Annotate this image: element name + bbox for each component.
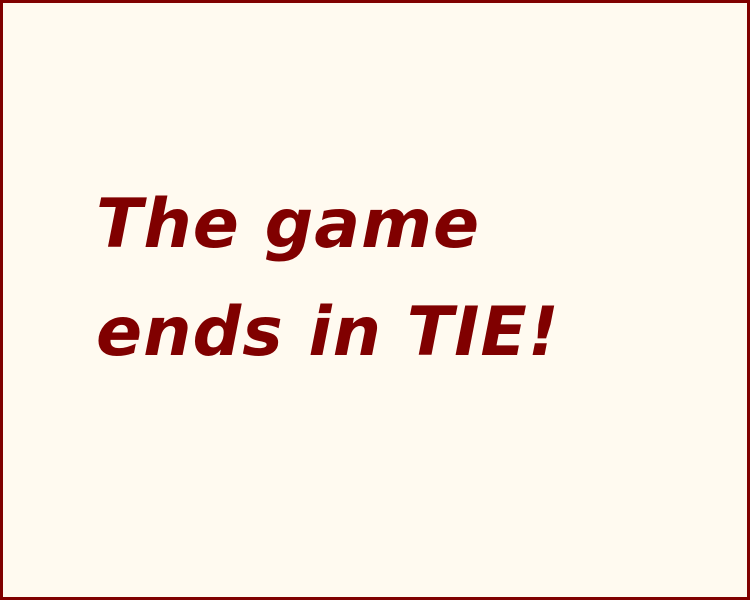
game-result-line-2: ends in TIE! xyxy=(96,293,560,372)
game-result-line-1: The game xyxy=(96,185,481,264)
game-result-message: The game ends in TIE! xyxy=(96,171,656,387)
